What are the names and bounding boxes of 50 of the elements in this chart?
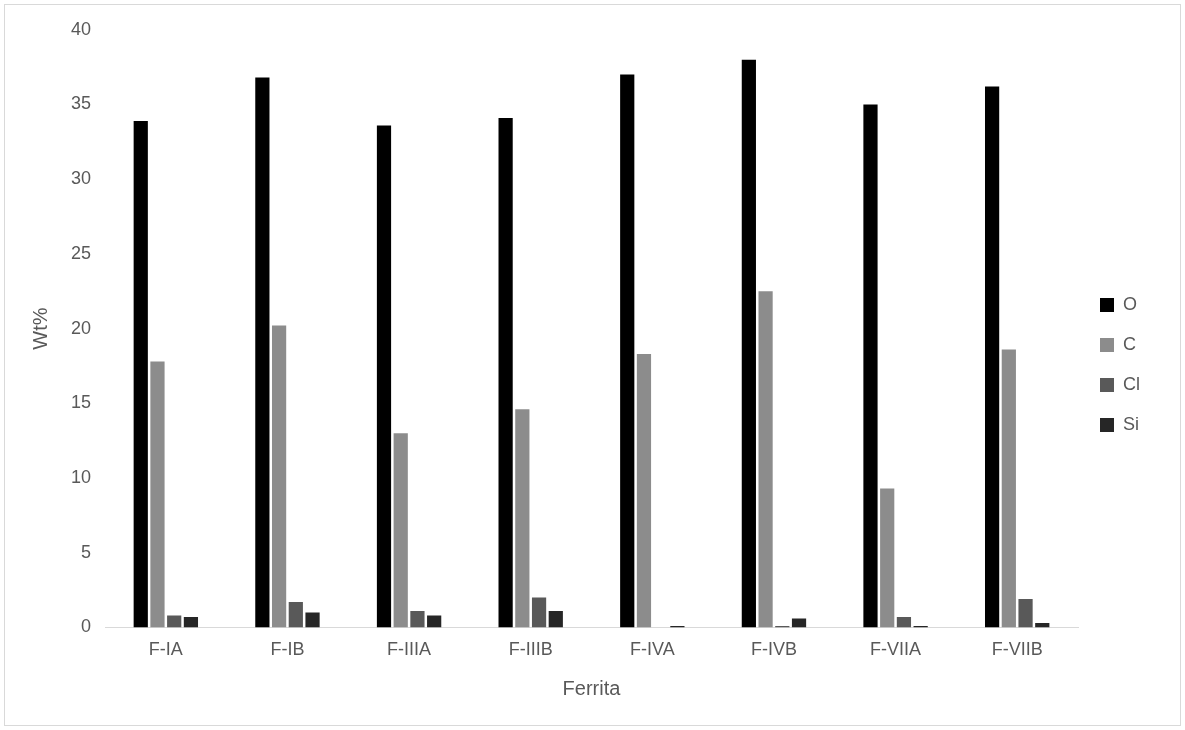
y-tick-label: 10	[70, 466, 92, 487]
bar	[531, 597, 547, 628]
y-tick-label: 25	[70, 242, 92, 263]
bar	[515, 409, 530, 628]
bar	[548, 610, 563, 628]
bar	[410, 610, 425, 628]
bar	[271, 325, 287, 628]
x-tick-label: F-IA	[148, 639, 183, 660]
y-axis-title: Wt%	[28, 307, 51, 350]
bar	[167, 615, 182, 628]
x-tick-label: F-IIIB	[508, 639, 553, 660]
bar	[791, 618, 807, 628]
x-tick-label: F-IIIA	[387, 639, 432, 660]
x-tick-label: F-IVB	[750, 639, 797, 660]
bar	[741, 59, 756, 628]
y-tick-label: 35	[70, 93, 92, 114]
x-axis-title: Ferrita	[562, 676, 622, 699]
y-tick-label: 0	[81, 616, 92, 637]
x-tick-label: F-IVA	[629, 639, 675, 660]
bar	[427, 615, 442, 628]
bar	[863, 104, 878, 628]
bar	[636, 354, 652, 628]
bar	[288, 602, 303, 628]
bar	[758, 291, 773, 628]
x-tick-label: F-VIIB	[991, 639, 1043, 660]
bar	[1001, 349, 1016, 628]
y-tick-label: 20	[70, 317, 92, 338]
bar	[183, 616, 199, 628]
legend-label: Cl	[1123, 373, 1140, 394]
bar	[133, 120, 148, 628]
bar	[376, 125, 392, 628]
y-tick-label: 30	[70, 168, 92, 189]
bar	[150, 361, 165, 628]
legend-label: C	[1123, 333, 1136, 354]
bar	[255, 77, 270, 628]
bar	[985, 86, 1000, 628]
y-tick-label: 15	[70, 392, 92, 413]
bar	[896, 616, 912, 628]
legend-label: Si	[1123, 413, 1140, 434]
legend-label: O	[1123, 293, 1138, 314]
bar	[1018, 599, 1033, 628]
y-tick-label: 40	[70, 18, 92, 39]
bar	[880, 488, 895, 628]
x-tick-label: F-VIIA	[870, 639, 922, 660]
bar	[498, 117, 513, 628]
bar	[393, 433, 408, 628]
bar	[620, 74, 635, 628]
bar	[305, 612, 320, 628]
y-tick-label: 5	[81, 541, 92, 562]
x-tick-label: F-IB	[270, 639, 305, 660]
